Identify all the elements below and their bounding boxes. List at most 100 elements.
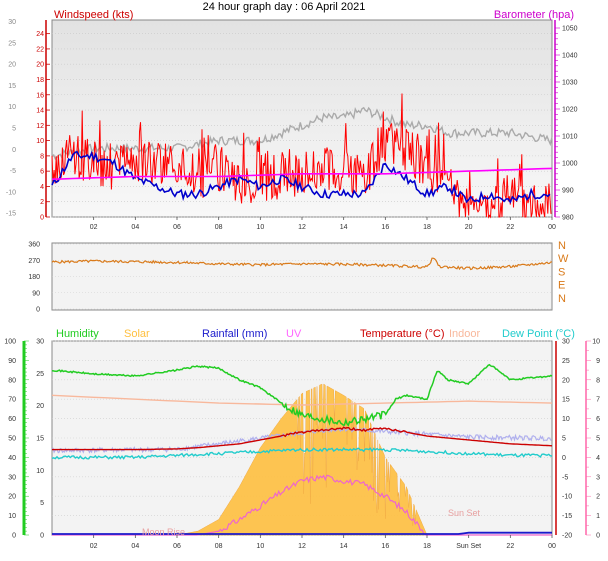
windspeed-tick-label: 20 bbox=[36, 62, 44, 69]
time-tick-label: 02 bbox=[90, 224, 98, 231]
humidity-tick-label: 20 bbox=[8, 494, 16, 501]
temperature-tick-label: 10 bbox=[562, 416, 570, 423]
time-tick-label: 12 bbox=[298, 543, 306, 550]
windspeed-tick-label: 0 bbox=[40, 215, 44, 222]
rain-tick-label: 0 bbox=[40, 533, 44, 540]
time-tick-label: 16 bbox=[381, 543, 389, 550]
direction-series bbox=[51, 257, 553, 271]
time-tick-label: 04 bbox=[131, 543, 139, 550]
temperature-tick-label: -20 bbox=[562, 533, 572, 540]
temperature-line bbox=[52, 426, 553, 451]
barometer-line bbox=[51, 167, 553, 180]
barometer-tick-label: 1030 bbox=[562, 80, 578, 87]
uv-tick-label: 8 bbox=[596, 377, 600, 384]
temp-panel-legend: Humidity Solar Rainfall (mm) UV Temperature … bbox=[56, 328, 575, 340]
barometer-tick-label: 1010 bbox=[562, 134, 578, 141]
humidity-tick-label: 30 bbox=[8, 474, 16, 481]
outer-tick-label: -10 bbox=[6, 189, 16, 196]
windspeed-axis-title: Windspeed (kts) bbox=[54, 9, 133, 21]
time-tick-label: 14 bbox=[340, 224, 348, 231]
outer-tick-label: -15 bbox=[6, 211, 16, 218]
time-tick-label: 10 bbox=[256, 543, 264, 550]
barometer-tick-label: 1050 bbox=[562, 26, 578, 33]
temperature-tick-label: -10 bbox=[562, 494, 572, 501]
rain-tick-label: 10 bbox=[36, 468, 44, 475]
time-tick-label: 06 bbox=[173, 224, 181, 231]
humidity-tick-label: 100 bbox=[4, 339, 16, 346]
outer-tick-label: 20 bbox=[8, 62, 16, 69]
humidity-line bbox=[51, 363, 553, 427]
temperature-tick-label: 5 bbox=[562, 436, 566, 443]
temp-humidity-panel: Humidity Solar Rainfall (mm) UV Temperature … bbox=[4, 328, 600, 550]
windspeed-tick-label: 6 bbox=[40, 169, 44, 176]
uv-tick-label: 1 bbox=[596, 513, 600, 520]
outer-tick-label: 25 bbox=[8, 40, 16, 47]
time-tick-label: 22 bbox=[506, 543, 514, 550]
gust-grey-line bbox=[51, 106, 553, 161]
uv-tick-label: 5 bbox=[596, 436, 600, 443]
wind-series bbox=[51, 93, 553, 219]
temp-panel-axes: 1009080706050403020100302520151050302520… bbox=[4, 339, 600, 540]
indoor-temp-line bbox=[51, 394, 553, 406]
uv-tick-label: 4 bbox=[596, 455, 600, 462]
uv-tick-label: 3 bbox=[596, 474, 600, 481]
rainfall-line bbox=[52, 531, 552, 535]
legend-item: Temperature (°C) bbox=[360, 328, 444, 340]
humidity-tick-label: 60 bbox=[8, 416, 16, 423]
barometer-tick-label: 980 bbox=[562, 215, 574, 222]
barometer-tick-label: 1020 bbox=[562, 107, 578, 114]
temperature-tick-label: 25 bbox=[562, 358, 570, 365]
humidity-tick-label: 50 bbox=[8, 436, 16, 443]
legend-item: UV bbox=[286, 328, 302, 340]
windspeed-tick-label: 18 bbox=[36, 77, 44, 84]
time-tick-label: Sun Set bbox=[456, 543, 481, 550]
wind-time-axis: 02 04 06 08 10 12 14 16 18 20 22 00 bbox=[90, 217, 556, 231]
rain-tick-label: 5 bbox=[40, 500, 44, 507]
time-tick-label: 12 bbox=[298, 224, 306, 231]
sun-set-annotation: Sun Set bbox=[448, 508, 481, 518]
legend-item: Humidity bbox=[56, 328, 99, 340]
windspeed-tick-label: 10 bbox=[36, 138, 44, 145]
time-tick-label: 08 bbox=[215, 224, 223, 231]
windspeed-tick-label: 22 bbox=[36, 46, 44, 53]
direction-degree-axis: 360 270 180 90 0 bbox=[28, 242, 40, 314]
time-tick-label: 22 bbox=[506, 224, 514, 231]
dew-point-line bbox=[51, 447, 553, 460]
rain-tick-label: 30 bbox=[36, 339, 44, 346]
temp-time-axis: 02 04 06 08 10 12 14 16 18 Sun Set 22 00 bbox=[90, 535, 556, 550]
barometer-axis: 1050 1040 1030 1020 1010 1000 990 980 bbox=[554, 20, 578, 222]
outer-tick-label: 0 bbox=[12, 147, 16, 154]
legend-item: Rainfall (mm) bbox=[202, 328, 267, 340]
uv-tick-label: 10 bbox=[592, 339, 600, 346]
temp-panel-series bbox=[51, 363, 553, 536]
wind-outer-left-axis: 30 25 20 15 10 5 0 -5 -10 -15 bbox=[6, 19, 16, 218]
time-tick-label: 06 bbox=[173, 543, 181, 550]
windspeed-tick-label: 16 bbox=[36, 92, 44, 99]
humidity-tick-label: 70 bbox=[8, 397, 16, 404]
temperature-tick-label: 20 bbox=[562, 377, 570, 384]
page-title: 24 hour graph day : 06 April 2021 bbox=[203, 1, 366, 13]
barometer-tick-label: 1040 bbox=[562, 53, 578, 60]
humidity-tick-label: 0 bbox=[12, 533, 16, 540]
outer-tick-label: 15 bbox=[8, 83, 16, 90]
humidity-tick-label: 10 bbox=[8, 513, 16, 520]
uv-tick-label: 7 bbox=[596, 397, 600, 404]
uv-tick-label: 0 bbox=[596, 533, 600, 540]
time-tick-label: 14 bbox=[340, 543, 348, 550]
windspeed-tick-label: 14 bbox=[36, 108, 44, 115]
direction-gridlines bbox=[52, 243, 552, 310]
outer-tick-label: 30 bbox=[8, 19, 16, 26]
windspeed-tick-label: 12 bbox=[36, 123, 44, 130]
time-tick-label: 20 bbox=[465, 224, 473, 231]
temperature-tick-label: 15 bbox=[562, 397, 570, 404]
barometer-tick-label: 990 bbox=[562, 188, 574, 195]
rain-tick-label: 15 bbox=[36, 436, 44, 443]
plot-area-wind bbox=[51, 19, 553, 218]
temperature-tick-label: 0 bbox=[562, 455, 566, 462]
time-tick-label: 02 bbox=[90, 543, 98, 550]
uv-tick-label: 9 bbox=[596, 358, 600, 365]
legend-item: Solar bbox=[124, 328, 150, 340]
